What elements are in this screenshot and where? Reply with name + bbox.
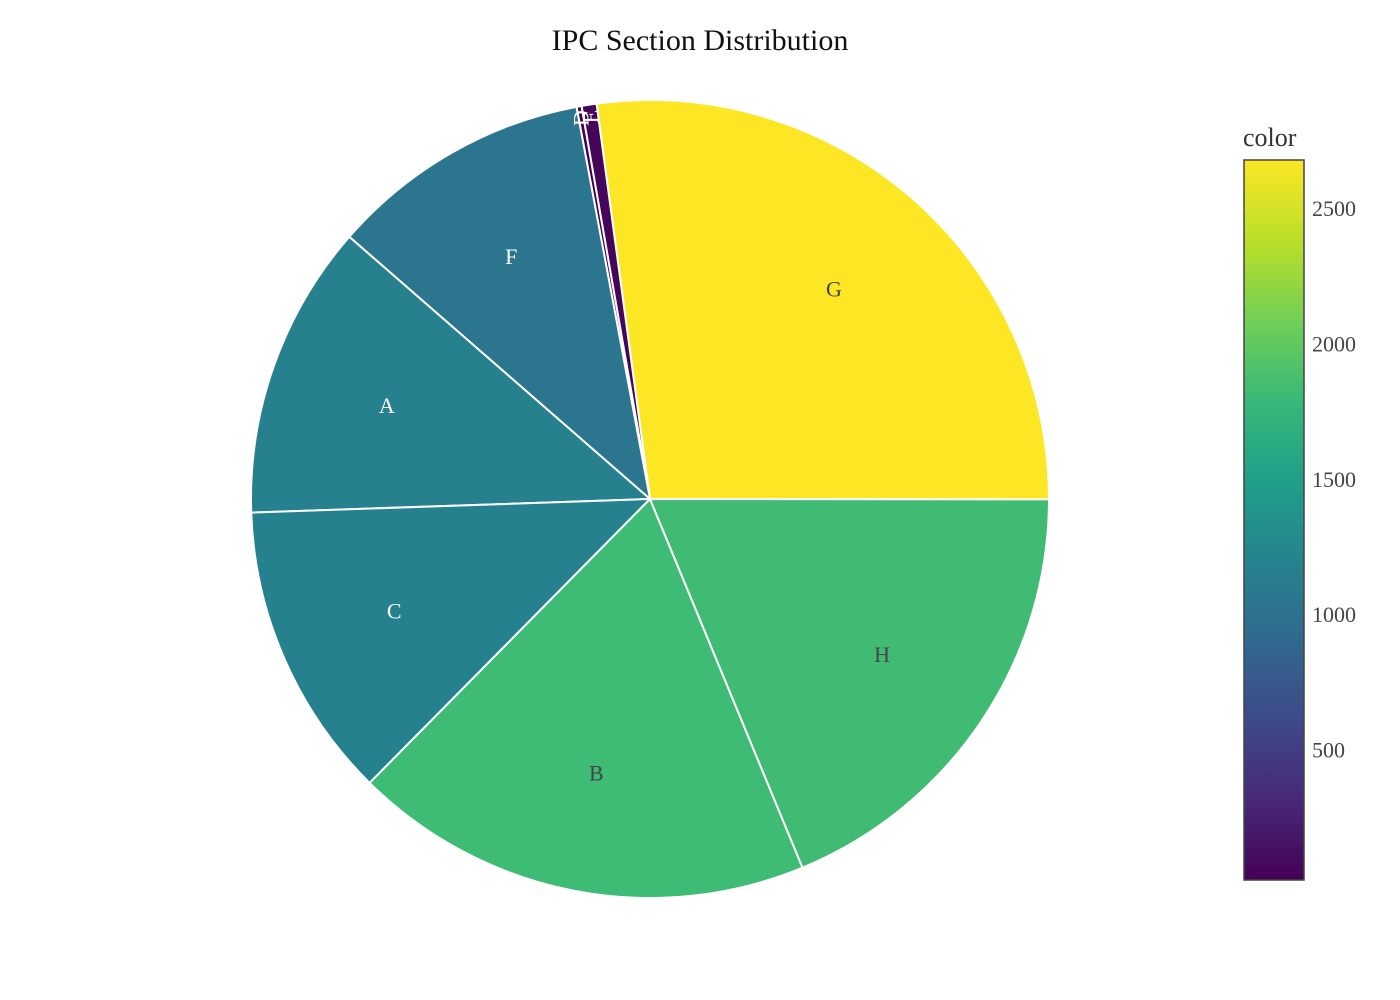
colorbar-tick-label: 1000 <box>1312 602 1356 627</box>
colorbar-ticks: 500 1000 1500 2000 2500 <box>1312 196 1356 762</box>
pie-slice-a <box>250 235 653 514</box>
colorbar-title: color <box>1243 123 1297 152</box>
pie-slice-g <box>595 99 1051 501</box>
pie-slice-h <box>648 497 1051 870</box>
colorbar-tick-label: 1500 <box>1312 467 1356 492</box>
colorbar-tick-label: 500 <box>1312 738 1345 763</box>
slice-label-c: C <box>387 599 402 624</box>
pie-slice-f <box>347 105 652 502</box>
slice-label-b: B <box>589 761 604 786</box>
chart-title: IPC Section Distribution <box>552 24 849 57</box>
pie-slice-b <box>368 497 804 899</box>
pie-slice-c <box>250 497 653 785</box>
slice-label-a: A <box>379 393 395 418</box>
pie-slices <box>250 99 1051 899</box>
slice-label-d: D <box>569 110 594 126</box>
slice-label-e: E <box>578 110 603 123</box>
colorbar-tick-label: 2000 <box>1312 332 1356 357</box>
slice-label-f: F <box>505 244 517 269</box>
colorbar-gradient <box>1243 159 1305 881</box>
colorbar-tick-label: 2500 <box>1312 196 1356 221</box>
colorbar: color 500 1000 1500 2000 2500 <box>1243 123 1356 881</box>
slice-label-g: G <box>826 276 842 301</box>
pie-slice-labels: G ED F A C B H <box>379 110 890 786</box>
slice-label-h: H <box>874 642 890 667</box>
